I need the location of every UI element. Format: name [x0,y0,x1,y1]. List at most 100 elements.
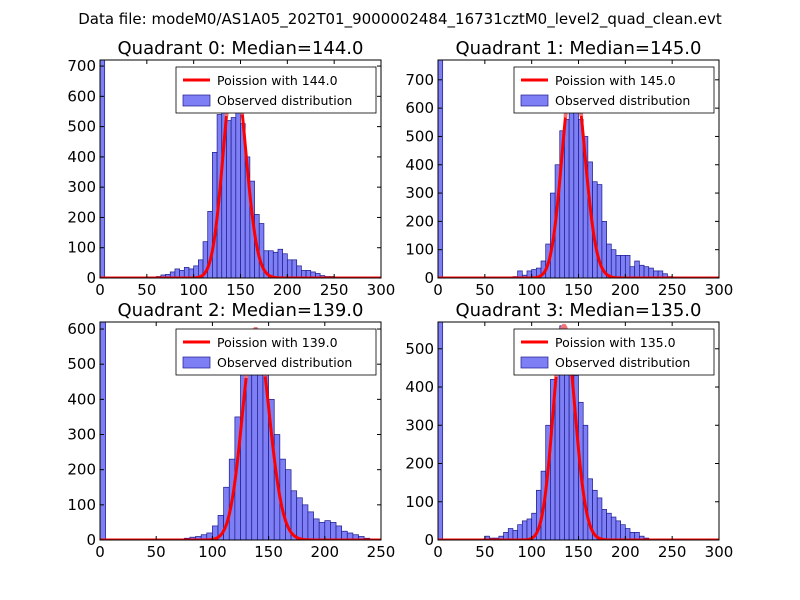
quadrant-0-ytick-label: 0 [86,269,96,287]
quadrant-1-xtick-label: 200 [611,281,640,299]
quadrant-3-ytick-label: 300 [405,416,434,434]
quadrant-3-ytick-label: 0 [424,531,434,549]
quadrant-2-ytick-label: 400 [67,390,96,408]
quadrant-0-bar [230,117,237,278]
quadrant-0-ytick-label: 500 [67,118,96,136]
quadrant-3-legend-observed-label: Observed distribution [555,355,690,370]
quadrant-2-ytick-label: 300 [67,426,96,444]
quadrant-2-xtick-label: 250 [367,543,396,561]
quadrant-2-legend-bar-swatch [182,356,211,369]
quadrant-3-bar [582,424,589,540]
quadrant-1-xtick-label: 150 [564,281,593,299]
quadrant-1-ytick-label: 200 [405,212,434,230]
quadrant-2-bar [307,511,314,540]
quadrant-0-ytick-label: 100 [67,239,96,257]
quadrant-2-legend-poisson-label: Poission with 139.0 [217,335,338,350]
quadrant-3-xtick-label: 150 [564,543,593,561]
quadrant-3-xtick-label: 200 [611,543,640,561]
quadrant-0-chart: Quadrant 0: Median=144.0 0 50 100 150 200 250 3… [67,38,395,299]
quadrant-2-xtick-label: 100 [198,543,227,561]
quadrant-1-bar [615,255,622,278]
quadrant-1-ytick-label: 700 [405,71,434,89]
quadrant-1-bar [624,255,631,278]
quadrant-3-bar [517,524,523,540]
quadrant-1-legend-bar-swatch [520,94,549,107]
quadrant-0-bar [235,108,241,278]
quadrant-1-title: Quadrant 1: Median=145.0 [456,38,702,59]
quadrant-1-ytick-label: 300 [405,184,434,202]
quadrant-0-legend-poisson-label: Poission with 144.0 [217,73,338,88]
quadrant-2-ytick-label: 500 [67,355,96,373]
quadrant-1-bar [606,243,612,278]
quadrant-3-poisson-line [438,324,719,540]
quadrant-2-bar [330,522,337,540]
quadrant-1-bar [564,119,570,278]
quadrant-1-bar [438,60,444,278]
quadrant-2-xtick-label: 50 [147,543,166,561]
quadrant-0-xtick-label: 0 [95,281,105,299]
quadrant-2-bar [100,322,106,540]
quadrant-3-bar [606,512,612,540]
quadrant-0-legend-observed-label: Observed distribution [217,93,352,108]
quadrant-1-legend-observed-label: Observed distribution [555,93,690,108]
quadrant-0-legend: Poission with 144.0 Observed distribution [175,66,377,114]
quadrant-3-xtick-label: 300 [705,543,734,561]
quadrant-3-bar [507,528,514,540]
quadrant-3-chart: Quadrant 3: Median=135.0 0 50 100 150 200 250 3… [405,300,733,561]
quadrant-0-xtick-label: 50 [137,281,156,299]
quadrant-3-xtick-label: 50 [475,543,494,561]
quadrant-0-bar [226,120,232,278]
quadrant-3-xtick-label: 100 [517,543,546,561]
quadrant-2-legend-observed-label: Observed distribution [217,355,352,370]
quadrant-1-xtick-label: 300 [705,281,734,299]
quadrant-2-ytick-label: 200 [67,461,96,479]
quadrant-1-bar [629,266,636,278]
quadrant-1-ytick-label: 100 [405,241,434,259]
quadrant-2-xtick-label: 200 [310,543,339,561]
quadrant-2-bar [335,525,343,540]
quadrant-2-ytick-label: 0 [86,531,96,549]
quadrant-3-xtick-label: 250 [658,543,687,561]
quadrant-1-bar [620,255,626,278]
quadrant-0-legend-bar-swatch [182,94,211,107]
quadrant-1-bar [639,264,645,278]
quadrant-3-title: Quadrant 3: Median=135.0 [456,300,702,321]
quadrant-3-bar [610,516,617,540]
quadrant-2-axes-frame [99,321,382,541]
quadrant-1-bar [634,260,640,278]
quadrant-1-bar [517,270,523,278]
quadrant-0-title: Quadrant 0: Median=144.0 [118,38,364,59]
quadrant-0-xtick-label: 150 [226,281,255,299]
quadrant-3-ytick-label: 400 [405,378,434,396]
quadrant-3-ytick-label: 100 [405,493,434,511]
quadrant-0-bar [100,60,106,278]
quadrant-1-xtick-label: 100 [517,281,546,299]
quadrant-2-bar [301,504,309,540]
quadrant-0-ytick-label: 300 [67,178,96,196]
quadrant-2-xtick-label: 0 [95,543,105,561]
quadrant-0-xtick-label: 250 [320,281,349,299]
quadrant-3-ytick-label: 200 [405,455,434,473]
quadrant-1-ytick-label: 0 [424,269,434,287]
quadrant-2-ytick-label: 100 [67,496,96,514]
quadrant-1-bar [610,249,617,278]
quadrant-2-chart: Quadrant 2: Median=139.0 0 50 100 150 200 250 0… [67,300,395,561]
quadrant-2-poisson-line [100,327,381,540]
quadrant-2-bar [318,522,326,540]
quadrant-3-bar [596,497,603,540]
quadrant-2-bar [296,497,303,540]
quadrant-1-chart: Quadrant 1: Median=145.0 0 50 100 150 200 250 3… [405,38,733,299]
quadrant-0-bar [291,259,298,278]
quadrant-0-bar [272,251,279,278]
quadrant-0-ytick-label: 400 [67,148,96,166]
quadrant-1-legend-poisson-label: Poission with 145.0 [555,73,676,88]
quadrant-1-xtick-label: 250 [658,281,687,299]
quadrant-3-bar [624,528,631,540]
quadrant-2-legend: Poission with 139.0 Observed distribution [175,328,377,376]
quadrant-0-ytick-label: 200 [67,208,96,226]
quadrant-0-bar [286,259,293,278]
quadrant-3-legend-poisson-label: Poission with 135.0 [555,335,676,350]
quadrant-3-bar [615,520,622,540]
quadrant-0-xtick-label: 100 [179,281,208,299]
